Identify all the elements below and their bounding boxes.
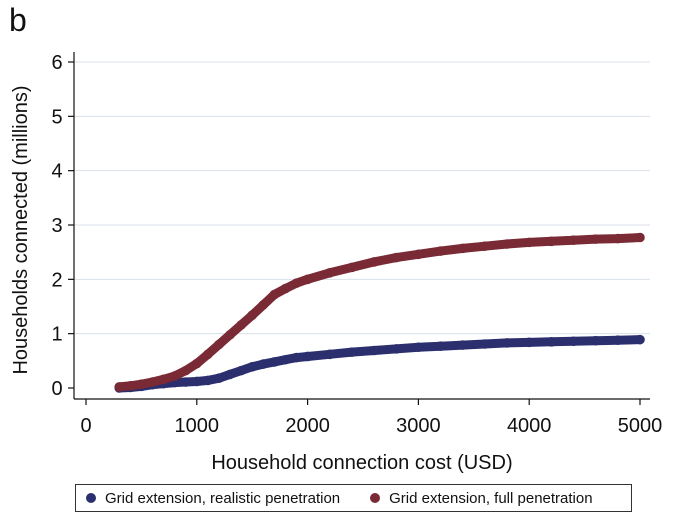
data-point [391,344,402,354]
gridlines [74,61,650,335]
y-tick-label-2: 2 [51,269,62,291]
data-point [568,336,579,347]
data-point [280,283,291,294]
data-point [192,358,202,369]
y-tick-label-1: 1 [51,324,62,346]
x-tick-label-1000: 1000 [175,415,220,437]
panel-label: b [9,2,27,38]
data-point [635,334,645,345]
y-tick-label-0: 0 [51,378,62,400]
data-point [291,278,302,288]
y-tick-label-3: 3 [51,215,62,237]
legend: Grid extension, realistic penetration Gr… [75,484,632,512]
data-point [158,374,169,385]
data-point [524,237,534,248]
data-point [236,365,246,376]
data-point [192,376,202,387]
y-tick-label-4: 4 [51,161,62,183]
data-point [480,339,490,349]
data-point [280,354,291,365]
series-layer [114,232,645,393]
data-point [247,362,257,372]
data-point [258,300,269,310]
x-tick-label-3000: 3000 [396,415,441,437]
data-point [324,268,335,278]
data-point [203,349,213,360]
data-point [568,235,579,246]
tick-marks [68,61,641,405]
x-tick-label-0: 0 [80,415,91,437]
data-point [391,252,402,263]
legend-item-realistic: Grid extension, realistic penetration [86,490,340,507]
data-point [136,379,147,389]
data-point [480,241,490,251]
data-point [524,337,534,348]
data-point [546,337,557,347]
data-point [214,373,224,384]
data-point [590,234,601,244]
data-point [413,342,424,353]
data-point [613,233,623,244]
legend-label-realistic: Grid extension, realistic penetration [105,489,341,507]
data-point [269,357,280,367]
data-point [302,274,313,285]
data-point [369,345,379,356]
data-point [225,369,235,380]
data-point [247,310,257,320]
data-point [269,289,280,300]
data-point [613,335,623,345]
data-point [457,340,468,350]
y-tick-label-5: 5 [51,106,62,128]
legend-item-full: Grid extension, full penetration [370,489,593,507]
data-point [291,352,302,363]
line-chart: 0 1 2 3 4 5 6 0 1000 2000 3000 4000 5000 Household c… [10,52,662,474]
x-axis-title: Household connection cost (USD) [211,452,512,474]
data-point [302,351,313,362]
x-tick-label-5000: 5000 [618,415,663,437]
data-point [203,375,213,386]
data-point [590,335,601,346]
data-point [180,377,191,387]
data-point [214,339,224,350]
legend-marker-realistic [86,493,96,503]
data-point [457,243,468,254]
data-point [147,377,158,387]
data-point [258,359,269,369]
x-tick-label-2000: 2000 [285,415,330,437]
data-point [369,257,379,267]
series-1 [114,232,645,392]
data-point [114,382,125,392]
data-point [324,349,335,360]
y-axis-title: Households connected (millions) [10,85,32,374]
data-point [502,239,512,249]
data-point [225,329,235,340]
data-point [169,371,180,381]
data-point [125,381,136,391]
legend-label-full: Grid extension, full penetration [389,489,593,507]
x-tick-label-4000: 4000 [507,415,552,437]
data-point [435,246,446,256]
data-point [180,365,191,376]
data-point [546,236,557,247]
data-point [236,320,246,330]
y-tick-label-6: 6 [51,52,62,74]
data-point [435,341,446,351]
data-point [502,338,512,348]
legend-marker-full [370,493,381,503]
data-point [413,249,424,260]
data-point [635,232,645,243]
data-point [347,262,357,273]
tick-labels: 0 1 2 3 4 5 6 0 1000 2000 3000 4000 5000 [51,52,662,437]
data-point [347,347,357,357]
